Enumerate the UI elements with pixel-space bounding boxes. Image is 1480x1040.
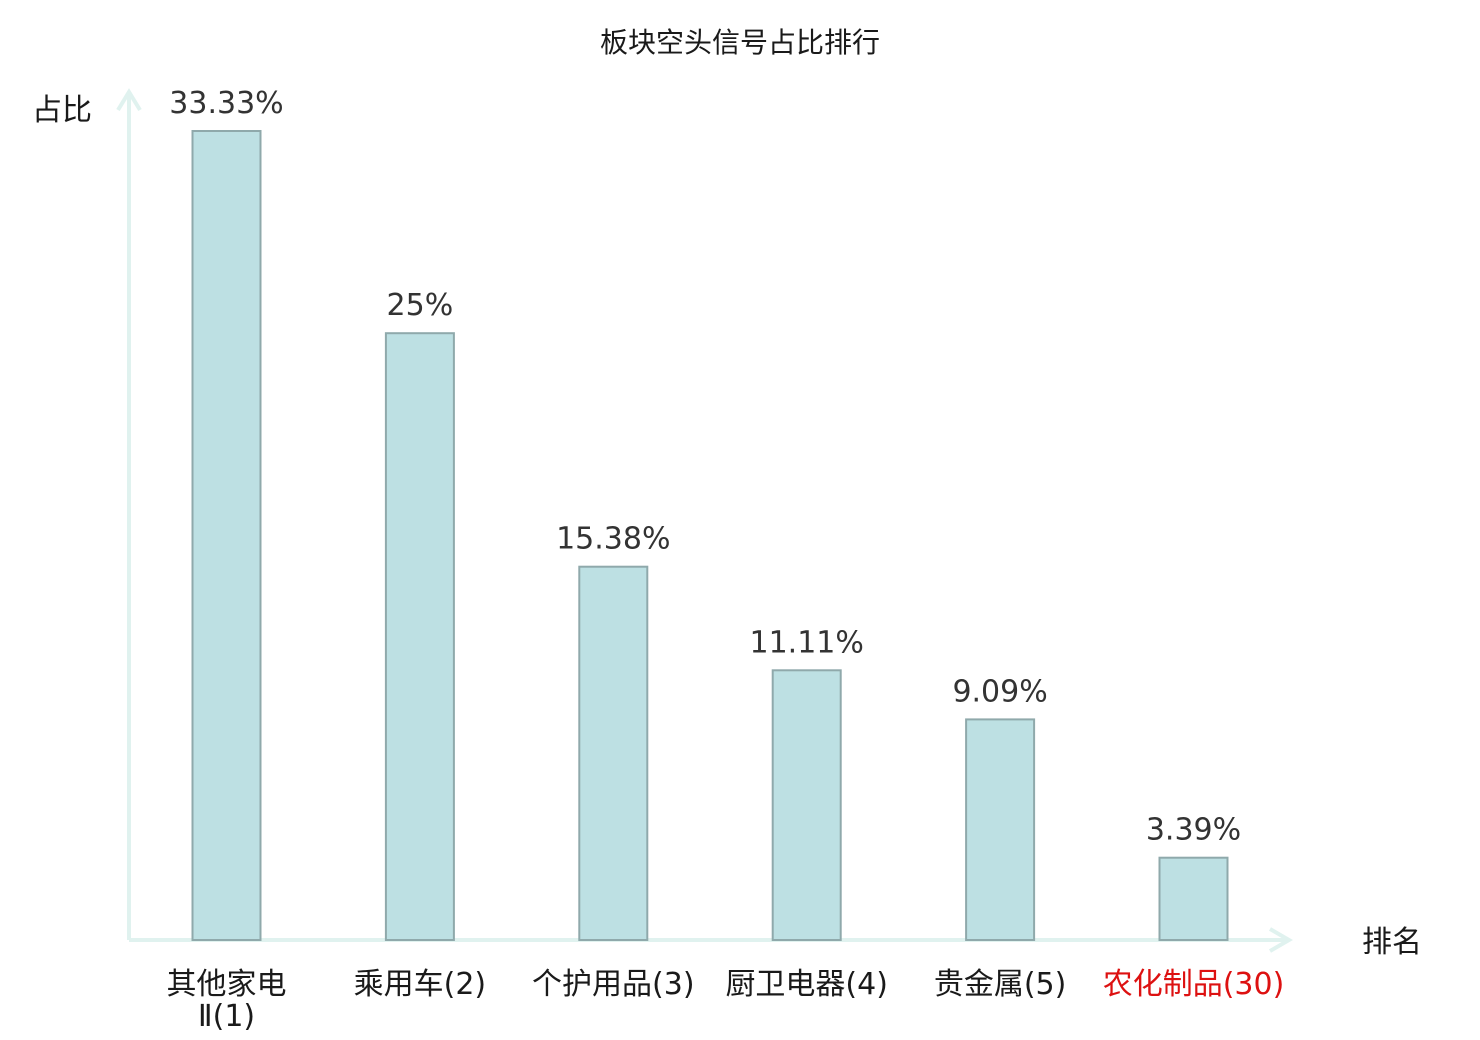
category-label-line: 厨卫电器(4) bbox=[725, 967, 888, 1002]
bar-4 bbox=[771, 669, 842, 941]
category-label-1: 其他家电 Ⅱ(1) bbox=[167, 967, 287, 1034]
value-label-1: 33.33% bbox=[169, 86, 283, 121]
category-label-line: Ⅱ(1) bbox=[198, 999, 255, 1034]
category-labels: 其他家电 Ⅱ(1) 乘用车(2) 个护用品(3) 厨卫电器(4) 贵金属(5) 农化制品(3… bbox=[167, 967, 1285, 1034]
category-label-3: 个护用品(3) bbox=[532, 967, 695, 1002]
category-label-2: 乘用车(2) bbox=[354, 967, 487, 1002]
chart-title: 板块空头信号占比排行 bbox=[600, 26, 880, 59]
bar-6 bbox=[1158, 856, 1229, 942]
category-label-5: 贵金属(5) bbox=[934, 967, 1067, 1002]
value-labels: 33.33% 25% 15.38% 11.11% 9.09% 3.39% bbox=[169, 86, 1241, 848]
x-axis-label: 排名 bbox=[1362, 925, 1422, 960]
category-label-line: 农化制品(30) bbox=[1103, 967, 1285, 1002]
bars bbox=[191, 130, 1229, 942]
bar-5 bbox=[965, 718, 1036, 942]
category-label-line: 个护用品(3) bbox=[532, 967, 695, 1002]
value-label-6: 3.39% bbox=[1146, 813, 1241, 848]
category-label-line: 贵金属(5) bbox=[934, 967, 1067, 1002]
bar-1 bbox=[191, 130, 262, 941]
bar-3 bbox=[578, 565, 649, 941]
category-label-line: 其他家电 bbox=[167, 967, 287, 1002]
x-axis bbox=[129, 927, 1293, 953]
y-axis bbox=[116, 88, 142, 940]
category-label-4: 厨卫电器(4) bbox=[725, 967, 888, 1002]
value-label-5: 9.09% bbox=[952, 674, 1047, 709]
category-label-line: 乘用车(2) bbox=[354, 967, 487, 1002]
value-label-3: 15.38% bbox=[556, 522, 670, 557]
bar-2 bbox=[384, 332, 455, 941]
y-axis-label: 占比 bbox=[32, 93, 92, 128]
value-label-2: 25% bbox=[387, 288, 454, 323]
category-label-6: 农化制品(30) bbox=[1103, 967, 1285, 1002]
value-label-4: 11.11% bbox=[750, 625, 864, 660]
